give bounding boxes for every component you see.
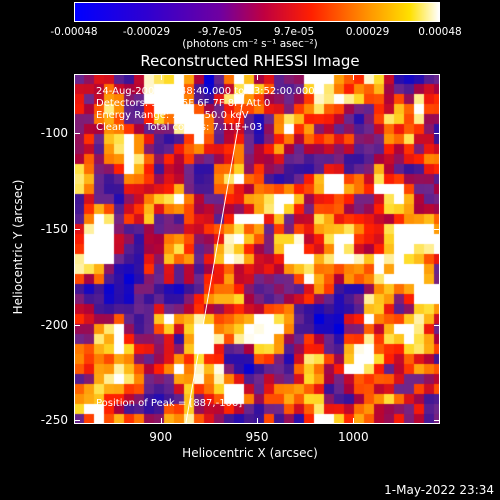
x-tick-label: 900 [149, 430, 173, 444]
chart-title: Reconstructed RHESSI Image [140, 52, 360, 70]
x-tick-label: 1000 [338, 430, 369, 444]
colorbar-tick-label: 0.00048 [418, 26, 462, 38]
annotation-method: Clean [96, 122, 125, 133]
x-tick-mark [257, 418, 258, 424]
y-tick-mark [74, 420, 80, 422]
colorbar-tick-label: -9.7e-05 [197, 26, 243, 38]
colorbar-gradient [75, 3, 439, 21]
x-tick-mark [160, 74, 162, 80]
heatmap-image [74, 74, 440, 424]
annotation-energy-range: Energy Range: 25.0 - 50.0 keV [96, 110, 249, 121]
annotation-peak-position: Position of Peak = [887,-106] [96, 398, 243, 409]
x-tick-label: 950 [245, 430, 269, 444]
colorbar-units-label: (photons cm⁻² s⁻¹ asec⁻²) [182, 38, 318, 50]
colorbar-tick-label: 9.7e-05 [273, 26, 315, 38]
x-tick-mark [257, 74, 258, 80]
x-tick-mark [353, 418, 355, 424]
y-tick-mark [434, 133, 440, 135]
y-tick-mark [434, 324, 440, 326]
annotation-detectors: Detectors: 3F 4F 5F 6F 7F 8F, Att 0 [96, 98, 271, 109]
colorbar-tick-label: -0.00048 [50, 26, 98, 38]
y-axis-label: Heliocentric Y (arcsec) [11, 179, 25, 315]
y-tick-mark [434, 228, 440, 230]
y-tick-label: -100 [40, 126, 68, 141]
y-tick-mark [74, 133, 80, 135]
y-tick-label: -250 [40, 413, 68, 428]
y-tick-label: -200 [40, 317, 68, 332]
x-axis-label: Heliocentric X (arcsec) [182, 446, 318, 460]
y-tick-mark [434, 420, 440, 422]
y-tick-mark [74, 324, 80, 326]
annotation-total-counts: Total counts: 7.11E+03 [146, 122, 263, 133]
colorbar-tick-label: -0.00029 [122, 26, 171, 38]
x-tick-mark [160, 418, 162, 424]
timestamp: 1-May-2022 23:34 [384, 483, 494, 497]
colorbar-tick-label: 0.00029 [345, 26, 390, 38]
y-tick-label: -150 [40, 221, 68, 236]
y-tick-mark [74, 228, 80, 230]
x-tick-mark [353, 74, 355, 80]
colorbar [74, 2, 440, 22]
annotation-time-range: 24-Aug-2005 23:48:40.000 to 23:52:00.000 [96, 86, 315, 97]
